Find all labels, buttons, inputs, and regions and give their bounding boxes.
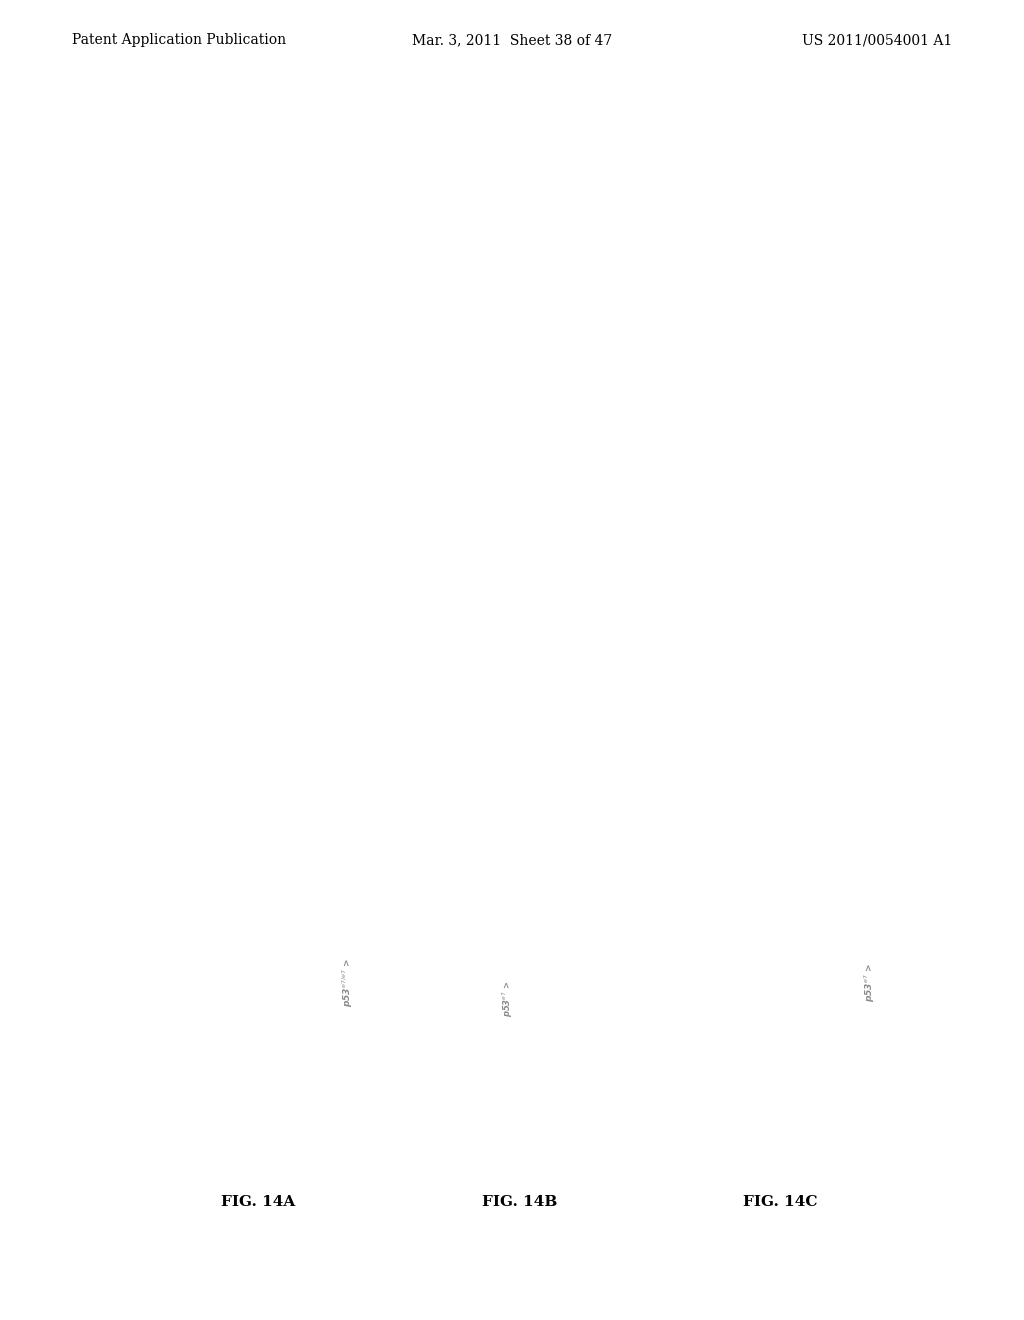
Text: > $p53^{+/+}$: > $p53^{+/+}$ <box>796 973 814 1024</box>
Text: US 2011/0054001 A1: US 2011/0054001 A1 <box>802 33 952 48</box>
Text: p53$^{e7/e7}$ >: p53$^{e7/e7}$ > <box>340 958 354 1007</box>
Text: Patent Application Publication: Patent Application Publication <box>72 33 286 48</box>
Text: 2.5 hpIR (0 Gy): 2.5 hpIR (0 Gy) <box>635 952 645 1045</box>
Text: p53$^{e7}$ >: p53$^{e7}$ > <box>862 962 877 1002</box>
Text: Mar. 3, 2011  Sheet 38 of 47: Mar. 3, 2011 Sheet 38 of 47 <box>412 33 612 48</box>
Text: p53$^{e7}$ >: p53$^{e7}$ > <box>500 981 515 1016</box>
Text: > $p53^{+/+}$: > $p53^{+/+}$ <box>273 973 292 1024</box>
Text: Merge: Merge <box>184 153 198 195</box>
Text: FIG. 14B: FIG. 14B <box>481 1195 557 1209</box>
Text: > $p53^{e7/e7}$: > $p53^{e7/e7}$ <box>560 956 575 1010</box>
Text: TUNEL: TUNEL <box>184 499 198 543</box>
Text: FIG. 14A: FIG. 14A <box>221 1195 296 1209</box>
Text: FIG. 14C: FIG. 14C <box>743 1195 818 1209</box>
